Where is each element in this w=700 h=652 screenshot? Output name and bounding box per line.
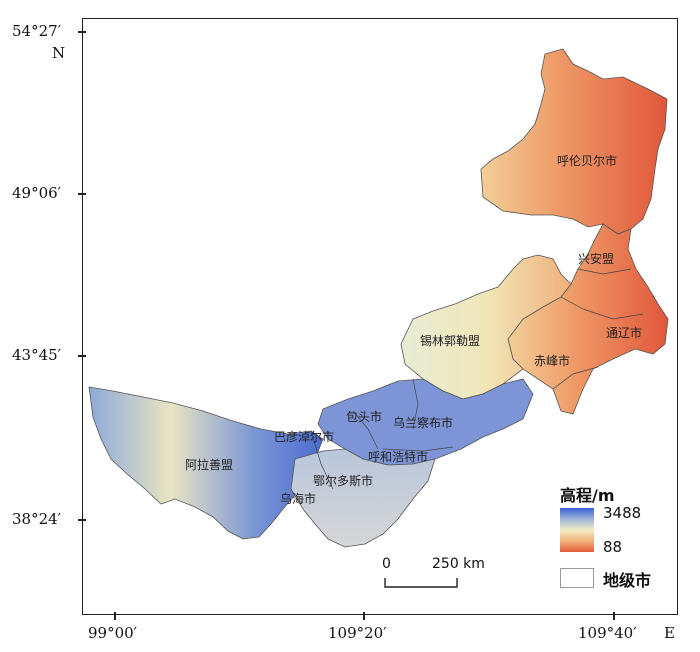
x-tick [363,612,365,620]
city-label: 呼和浩特市 [368,450,429,464]
region-hulunbuir [480,48,668,235]
region-alxa [88,386,324,540]
legend-min: 88 [603,538,623,556]
city-label: 鄂尔多斯市 [313,474,374,488]
city-label: 呼伦贝尔市 [557,154,618,168]
north-label: N [52,44,66,62]
scale-bar [384,578,458,588]
city-label: 通辽市 [606,326,643,340]
lat-label: 49°06′ [12,184,62,202]
city-label: 锡林郭勒盟 [420,334,481,348]
legend-title: 高程/m [560,486,615,505]
legend-city-label: 地级市 [603,571,652,590]
scale-zero: 0 [382,556,391,572]
elevation-ramp [560,508,594,552]
legend-max: 3488 [603,504,642,522]
city-label: 巴彦淖尔市 [274,430,335,444]
scale-distance: 250 km [432,556,485,572]
city-boundaries [310,268,644,490]
city-label: 赤峰市 [534,354,571,368]
city-label: 兴安盟 [578,252,615,266]
lon-label: 109°40′ [578,624,637,642]
city-label: 阿拉善盟 [185,458,234,472]
y-tick [78,355,86,357]
east-label: E [664,624,675,642]
y-tick [78,31,86,33]
city-label: 乌兰察布市 [393,416,454,430]
lat-label: 54°27′ [12,22,62,40]
x-tick [114,612,116,620]
y-tick [78,519,86,521]
x-tick [613,612,615,620]
lat-label: 43°45′ [12,346,62,364]
region-ordos [290,448,436,548]
lat-label: 38°24′ [12,510,62,528]
city-label: 乌海市 [280,492,317,506]
map-frame [82,18,678,615]
lon-label: 109°20′ [328,624,387,642]
elevation-map [88,48,669,548]
city-swatch [560,568,594,588]
lon-label: 99°00′ [88,624,138,642]
city-label: 包头市 [346,410,383,424]
y-tick [78,193,86,195]
